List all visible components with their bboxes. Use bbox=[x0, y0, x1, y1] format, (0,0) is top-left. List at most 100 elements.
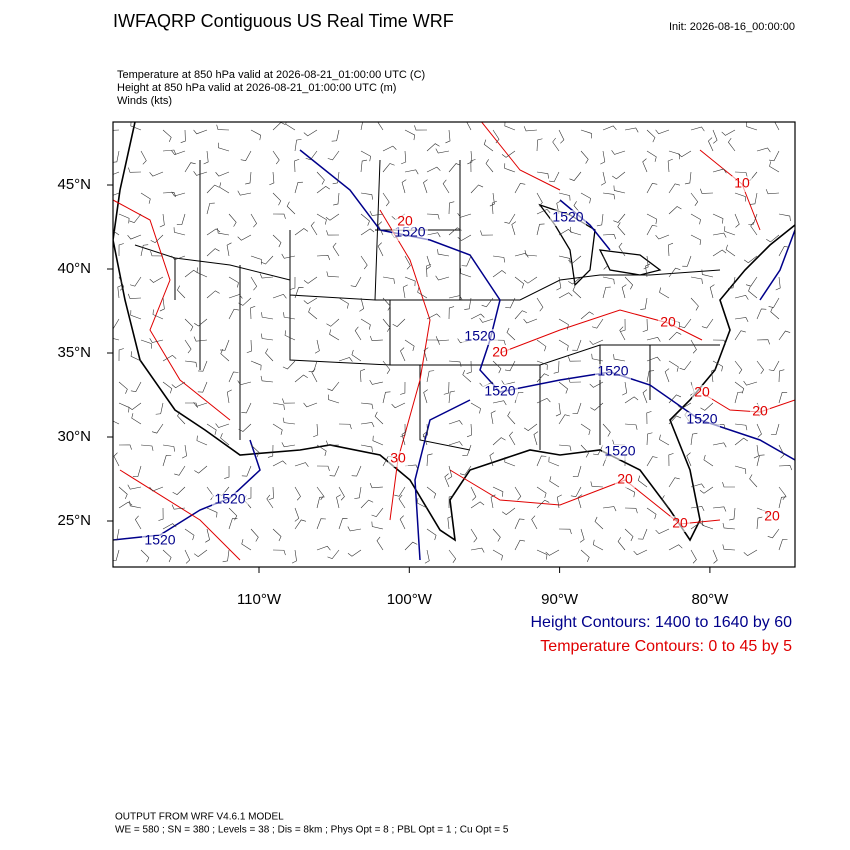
wind-barb bbox=[624, 396, 639, 404]
wind-barb bbox=[699, 486, 714, 494]
wind-barb bbox=[558, 129, 565, 144]
wind-barb bbox=[184, 339, 192, 354]
wind-barb bbox=[580, 444, 589, 458]
wind-barb bbox=[489, 452, 495, 467]
wind-barb bbox=[218, 142, 230, 152]
wind-barb bbox=[447, 515, 453, 530]
wind-barb bbox=[382, 297, 391, 311]
wind-barb bbox=[470, 528, 478, 543]
wind-barb bbox=[536, 339, 547, 352]
wind-barb bbox=[399, 515, 406, 530]
wind-barb bbox=[756, 147, 771, 153]
wind-barb bbox=[426, 232, 441, 238]
wind-barb bbox=[261, 312, 274, 320]
wind-barb bbox=[113, 230, 120, 236]
wind-barb bbox=[708, 137, 714, 152]
wind-barb bbox=[637, 475, 648, 488]
wind-barb bbox=[592, 539, 604, 551]
contour-label-box bbox=[615, 472, 635, 488]
wind-barb bbox=[266, 494, 274, 509]
wind-barb bbox=[140, 192, 151, 204]
wind-barb bbox=[426, 255, 431, 270]
wind-barb bbox=[237, 190, 252, 196]
wind-barb bbox=[668, 150, 680, 160]
wind-barb bbox=[294, 519, 307, 530]
wind-barb bbox=[382, 145, 397, 152]
wind-barb bbox=[646, 150, 657, 162]
wind-barb bbox=[523, 126, 538, 132]
wind-barb bbox=[568, 356, 582, 362]
wind-barb bbox=[338, 297, 349, 309]
wind-barb bbox=[712, 213, 724, 224]
wind-barb bbox=[702, 520, 714, 530]
wind-barb bbox=[272, 423, 283, 435]
wind-barb bbox=[332, 171, 340, 185]
wind-barb bbox=[118, 381, 128, 394]
wind-barb bbox=[690, 506, 705, 512]
wind-barb bbox=[426, 528, 437, 541]
wind-barb bbox=[382, 163, 395, 173]
wind-barb bbox=[308, 360, 318, 372]
wind-barb bbox=[228, 371, 239, 383]
wind-barb bbox=[645, 263, 651, 278]
wind-barb bbox=[316, 518, 326, 530]
wind-barb bbox=[667, 242, 674, 257]
wind-barb bbox=[504, 360, 516, 372]
wind-barb bbox=[316, 545, 331, 551]
wind-barb bbox=[338, 486, 345, 501]
wind-barb bbox=[464, 297, 472, 310]
wind-barb bbox=[778, 539, 788, 551]
wind-barb bbox=[655, 528, 670, 535]
wind-barb bbox=[748, 286, 758, 299]
wind-barb bbox=[445, 129, 451, 144]
wind-barb bbox=[646, 456, 658, 467]
wind-barb bbox=[272, 549, 286, 556]
wind-barb bbox=[778, 496, 787, 509]
temperature-contour-label: 30 bbox=[390, 450, 406, 466]
wind-barb bbox=[536, 499, 550, 509]
wind-barb bbox=[703, 454, 714, 467]
wind-barb bbox=[162, 354, 177, 362]
wind-barb bbox=[514, 486, 522, 501]
wind-barb bbox=[394, 486, 406, 497]
wind-barb bbox=[326, 440, 340, 446]
wind-barb bbox=[470, 547, 485, 553]
wind-barb bbox=[372, 435, 384, 446]
wind-barb bbox=[241, 539, 252, 551]
wind-barb bbox=[310, 221, 318, 236]
wind-barb bbox=[194, 318, 208, 327]
wind-barb bbox=[176, 213, 186, 225]
wind-barb bbox=[536, 297, 544, 312]
wind-barb bbox=[457, 234, 472, 241]
wind-barb bbox=[152, 309, 164, 320]
wind-barb bbox=[492, 400, 507, 406]
wind-barb bbox=[690, 339, 697, 354]
wind-barb bbox=[404, 169, 419, 175]
wind-barb bbox=[217, 228, 230, 236]
wind-barb bbox=[118, 486, 128, 499]
wind-barb bbox=[325, 213, 340, 221]
wind-barb bbox=[558, 444, 572, 451]
field-line: Temperature at 850 hPa valid at 2026-08-… bbox=[117, 69, 425, 81]
wind-barb bbox=[778, 392, 788, 404]
footer-line: OUTPUT FROM WRF V4.6.1 MODEL bbox=[115, 812, 284, 823]
wind-barb bbox=[712, 168, 727, 174]
wind-barb bbox=[400, 423, 406, 437]
wind-barb bbox=[448, 227, 462, 236]
wind-barb bbox=[524, 250, 538, 257]
wind-barb bbox=[369, 379, 384, 385]
wind-barb bbox=[620, 318, 626, 332]
wind-barb bbox=[118, 444, 132, 450]
wind-barb bbox=[492, 437, 506, 446]
wind-barb bbox=[668, 206, 682, 215]
wind-barb bbox=[624, 127, 639, 133]
field-line: Height at 850 hPa valid at 2026-08-21_01… bbox=[117, 82, 396, 94]
wind-barb bbox=[591, 318, 604, 329]
temperature-contour-label: 20 bbox=[694, 384, 710, 400]
wind-barb bbox=[250, 213, 257, 228]
wind-barb bbox=[712, 339, 726, 346]
wind-barb bbox=[448, 163, 461, 173]
wind-barb bbox=[746, 122, 758, 131]
wind-barb bbox=[768, 297, 780, 308]
